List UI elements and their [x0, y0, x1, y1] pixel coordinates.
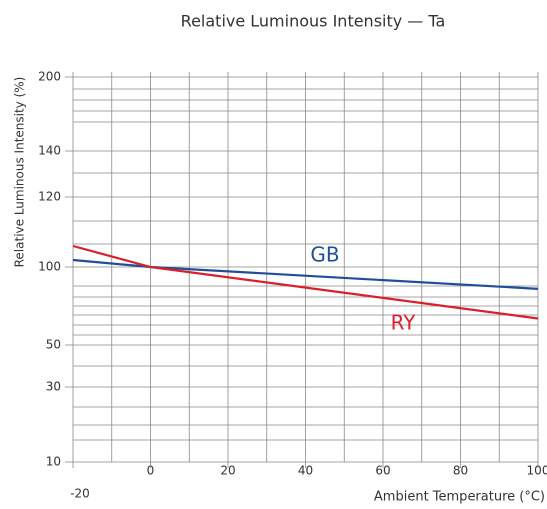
- x-axis-label: Ambient Temperature (°C): [374, 490, 545, 505]
- x-tick-label: 20: [220, 464, 235, 478]
- x-tick-label: 100: [527, 464, 547, 478]
- y-tick-label: 120: [38, 190, 61, 204]
- chart-title: Relative Luminous Intensity — Ta: [181, 12, 446, 31]
- x-tick-label: 0: [147, 464, 155, 478]
- y-tick-label: 100: [38, 260, 61, 274]
- series-label: GB: [310, 243, 339, 267]
- series-label: RY: [391, 311, 417, 335]
- x-tick-label: 80: [453, 464, 468, 478]
- y-axis-label: Relative Luminous Intensity (%): [13, 77, 27, 268]
- y-tick-label: 200: [38, 70, 61, 84]
- x-tick-label: 60: [375, 464, 390, 478]
- y-tick-label: 30: [46, 380, 61, 394]
- y-tick-label: 10: [46, 455, 61, 469]
- line: [72, 244, 539, 320]
- x-tick-label: 40: [298, 464, 313, 478]
- x-tick-label: -20: [70, 487, 90, 501]
- y-tick-label: 140: [38, 144, 61, 158]
- y-tick-label: 50: [46, 338, 61, 352]
